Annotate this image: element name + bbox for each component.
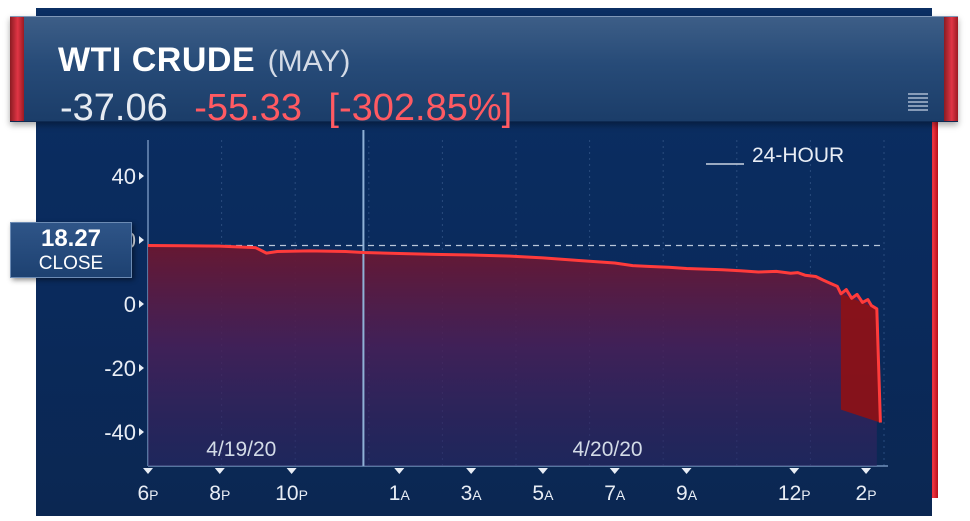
instrument-title: WTI CRUDE (58, 41, 256, 79)
x-tick-label: 9A (676, 482, 698, 505)
y-tick-mark (139, 236, 144, 244)
x-tick-label: 2P (856, 482, 877, 505)
y-tick-mark (139, 300, 144, 308)
x-tick-mark (143, 468, 153, 474)
series-drop-fill (840, 293, 881, 423)
x-tick-label: 10P (275, 482, 308, 505)
x-tick-mark (609, 468, 620, 474)
y-tick-mark (139, 428, 144, 436)
x-tick-mark (681, 468, 692, 474)
y-tick-label: 0 (124, 292, 136, 317)
header-left-cap (10, 17, 24, 121)
x-tick-mark (394, 468, 405, 474)
x-tick-label: 12P (778, 482, 811, 505)
legend: 24-HOUR (706, 144, 844, 167)
net-change: -55.33 (194, 87, 302, 129)
header-right-cap (944, 17, 958, 121)
x-tick-label: 5A (532, 482, 554, 505)
x-tick-mark (861, 468, 872, 474)
quote-header: WTI CRUDE (MAY) -37.06 -55.33 [-302.85%] (10, 16, 958, 129)
y-tick-label: -40 (104, 420, 136, 445)
x-tick-label: 7A (604, 482, 626, 505)
legend-range-label: 24-HOUR (752, 144, 844, 167)
close-label-text: CLOSE (38, 253, 104, 274)
contract-month: (MAY) (267, 45, 351, 78)
menu-lines-icon (908, 93, 928, 111)
x-tick-mark (789, 468, 800, 474)
x-tick-mark (214, 468, 225, 474)
title-row: WTI CRUDE (MAY) (58, 41, 351, 79)
date-label-4-19: 4/19/20 (206, 438, 276, 461)
date-label-4-20: 4/20/20 (573, 438, 643, 461)
y-tick-mark (139, 364, 144, 372)
close-value: 18.27 (40, 225, 102, 252)
y-axis: 40200-20-40 (104, 164, 144, 445)
y-tick-mark (139, 172, 144, 180)
y-tick-label: 40 (112, 164, 136, 189)
x-tick-label: 6P (137, 482, 158, 505)
x-tick-mark (466, 468, 477, 474)
x-tick-label: 3A (461, 482, 483, 505)
close-marker: 18.27 CLOSE (10, 222, 132, 278)
x-tick-label: 8P (209, 482, 230, 505)
x-axis: 6P 8P 10P 1A 3A 5A 7A 9A 12P 2P (137, 468, 877, 505)
quote-values: -37.06 -55.33 [-302.85%] (60, 87, 512, 130)
y-tick-label: -20 (104, 356, 136, 381)
series-line (147, 243, 882, 423)
percent-change: [-302.85%] (328, 87, 513, 129)
x-tick-mark (537, 468, 548, 474)
x-tick-label: 1A (389, 482, 411, 505)
last-price: -37.06 (60, 87, 168, 129)
series-area (148, 245, 877, 466)
x-tick-mark (286, 468, 297, 474)
